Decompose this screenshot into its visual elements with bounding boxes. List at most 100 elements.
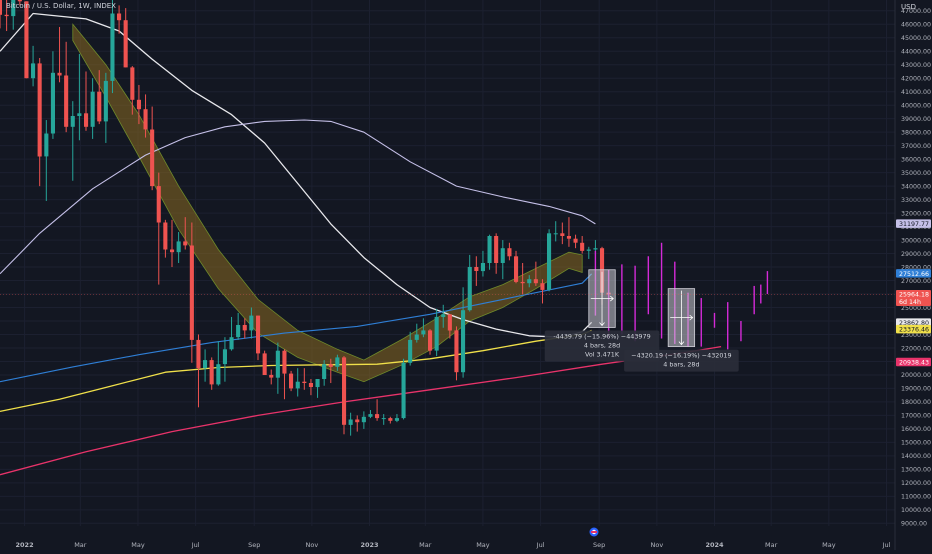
candle bbox=[0, 0, 2, 29]
candle-body bbox=[50, 72, 55, 134]
candle-body bbox=[249, 315, 254, 331]
price-badge-text: 25964.18 bbox=[899, 292, 929, 299]
candle bbox=[50, 51, 55, 139]
candle bbox=[189, 222, 194, 363]
price-tick-label: 19000.00 bbox=[901, 386, 931, 393]
ribbon-band bbox=[72, 23, 583, 383]
candle-body bbox=[302, 381, 307, 383]
arrow-right-icon bbox=[689, 314, 694, 321]
candle-body bbox=[467, 267, 472, 311]
candle-body bbox=[163, 222, 168, 250]
candle bbox=[302, 368, 307, 390]
price-badge-bg bbox=[896, 357, 931, 367]
candle bbox=[216, 341, 221, 386]
time-tick-label: May bbox=[131, 541, 145, 549]
range-box-label-text: 4 bars, 28d bbox=[584, 341, 620, 349]
candle-body bbox=[560, 233, 565, 236]
range-box-label-text: -4439.79 (−15.96%) −443979 bbox=[553, 332, 650, 340]
candle-body bbox=[156, 186, 161, 223]
price-badge: 23862.80 bbox=[896, 318, 931, 327]
candle bbox=[421, 318, 426, 338]
candle bbox=[196, 334, 201, 408]
candle-body bbox=[4, 14, 9, 17]
candle-body bbox=[527, 279, 532, 284]
candle bbox=[269, 369, 274, 385]
grid-lines bbox=[0, 0, 895, 526]
candle bbox=[447, 314, 452, 339]
candle-body bbox=[170, 249, 175, 253]
candle-body bbox=[381, 418, 386, 420]
price-tick-label: 41000.00 bbox=[901, 89, 931, 96]
candle-body bbox=[17, 0, 22, 2]
price-tick-label: 38000.00 bbox=[901, 129, 931, 136]
candle bbox=[507, 242, 512, 261]
price-tick-label: 16000.00 bbox=[901, 426, 931, 433]
candle-body bbox=[222, 349, 227, 365]
candle bbox=[553, 221, 558, 242]
candle-body bbox=[586, 249, 591, 251]
candle-body bbox=[368, 414, 373, 417]
price-badge-countdown: 6d 14h bbox=[899, 299, 921, 306]
candle bbox=[494, 233, 499, 274]
tv-logo-icon[interactable] bbox=[589, 527, 599, 537]
candle-body bbox=[57, 72, 62, 76]
candle bbox=[229, 316, 234, 351]
candle bbox=[64, 41, 69, 133]
candle bbox=[408, 331, 413, 366]
price-tick-label: 29000.00 bbox=[901, 251, 931, 258]
candle bbox=[401, 358, 406, 420]
candle-body bbox=[256, 315, 261, 354]
candle-body bbox=[229, 337, 234, 350]
arrow-down-icon bbox=[599, 322, 605, 327]
candle-body bbox=[375, 414, 380, 419]
time-tick-label: Sep bbox=[248, 541, 260, 549]
candle bbox=[4, 0, 9, 32]
price-tick-label: 43000.00 bbox=[901, 62, 931, 69]
candle bbox=[289, 370, 294, 392]
time-tick-label: Mar bbox=[419, 541, 432, 549]
time-tick-label: Sep bbox=[593, 541, 605, 549]
price-badge: 23376.46 bbox=[896, 324, 931, 334]
candle-body bbox=[580, 242, 585, 251]
candle bbox=[500, 240, 505, 280]
candle bbox=[170, 219, 175, 268]
candle bbox=[262, 350, 267, 375]
candle bbox=[117, 5, 122, 34]
candle-body bbox=[236, 325, 241, 338]
price-tick-label: 27000.00 bbox=[901, 278, 931, 285]
candle-body bbox=[143, 109, 148, 130]
candle bbox=[375, 399, 380, 421]
candle bbox=[256, 315, 261, 361]
candle bbox=[355, 415, 360, 432]
candle-body bbox=[103, 80, 108, 122]
candle-body bbox=[335, 357, 340, 367]
candle-body bbox=[533, 279, 538, 284]
time-tick-label: Jul bbox=[191, 541, 200, 549]
candle-body bbox=[44, 133, 49, 157]
price-tick-label: 37000.00 bbox=[901, 143, 931, 150]
time-tick-label: 2024 bbox=[705, 541, 724, 549]
candle bbox=[308, 378, 313, 396]
candle-body bbox=[97, 91, 102, 122]
candle-body bbox=[447, 314, 452, 331]
price-badge-text: 23376.46 bbox=[899, 327, 929, 334]
candle-body bbox=[289, 373, 294, 389]
price-tick-label: 23000.00 bbox=[901, 332, 931, 339]
candle bbox=[586, 246, 591, 259]
price-badge-bg bbox=[896, 290, 931, 307]
currency-label[interactable]: USD bbox=[901, 3, 916, 11]
candle-body bbox=[262, 353, 267, 375]
candle bbox=[428, 329, 433, 355]
candle-body bbox=[487, 236, 492, 263]
price-tick-label: 34000.00 bbox=[901, 183, 931, 190]
candle-body bbox=[342, 357, 347, 425]
price-tick-label: 20000.00 bbox=[901, 372, 931, 379]
price-badge-text: 27512.66 bbox=[899, 271, 929, 278]
candle bbox=[275, 342, 280, 394]
range-box-label-text: Vol 3.471K bbox=[585, 350, 620, 358]
